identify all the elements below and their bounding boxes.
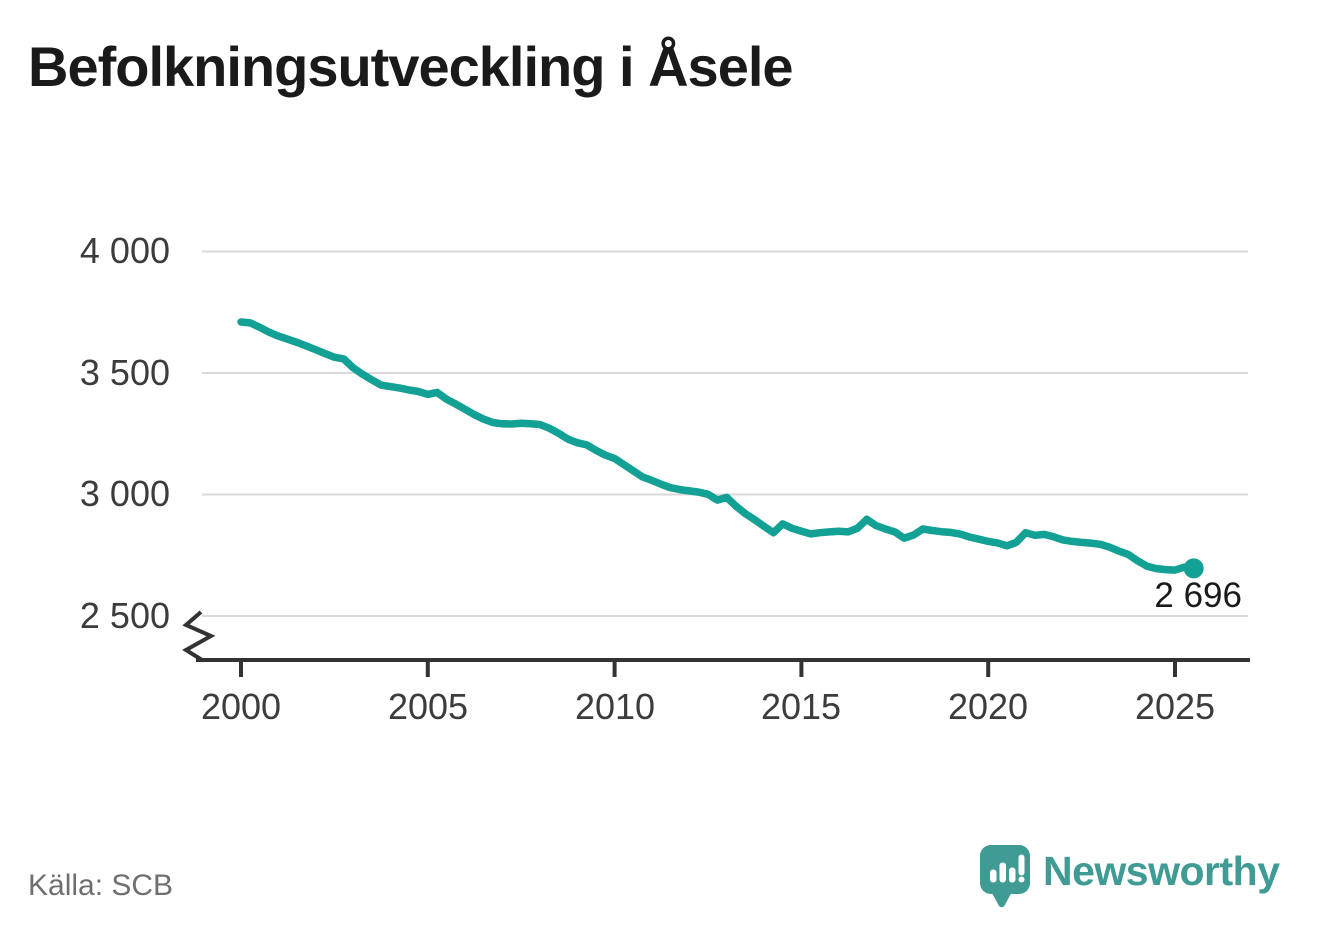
x-axis-tick-label: 2000 — [200, 686, 282, 727]
y-axis-tick-label: 3 500 — [79, 352, 170, 393]
population-line — [237, 318, 1198, 574]
page-title: Befolkningsutveckling i Åsele — [28, 35, 794, 98]
y-axis-tick-label: 2 500 — [79, 595, 170, 636]
source-note: Källa: SCB — [28, 869, 174, 902]
newsworthy-bubble-chart-icon — [980, 845, 1030, 908]
x-axis-tick-label: 2020 — [947, 686, 1029, 727]
x-axis-tick-label: 2015 — [760, 686, 842, 727]
x-axis-tick-label: 2005 — [387, 686, 469, 727]
y-axis-tick-label: 4 000 — [79, 230, 170, 271]
end-value-label: 2 696 — [1154, 576, 1242, 615]
y-axis-tick-label: 3 000 — [79, 473, 170, 514]
x-axis-tick-label: 2010 — [574, 686, 656, 727]
newsworthy-logo: Newsworthy — [980, 845, 1280, 911]
axis-break-zigzag — [182, 610, 216, 662]
newsworthy-wordmark: Newsworthy — [1043, 848, 1280, 894]
end-point-marker — [1183, 558, 1204, 579]
x-axis-tick-label: 2025 — [1134, 686, 1216, 727]
